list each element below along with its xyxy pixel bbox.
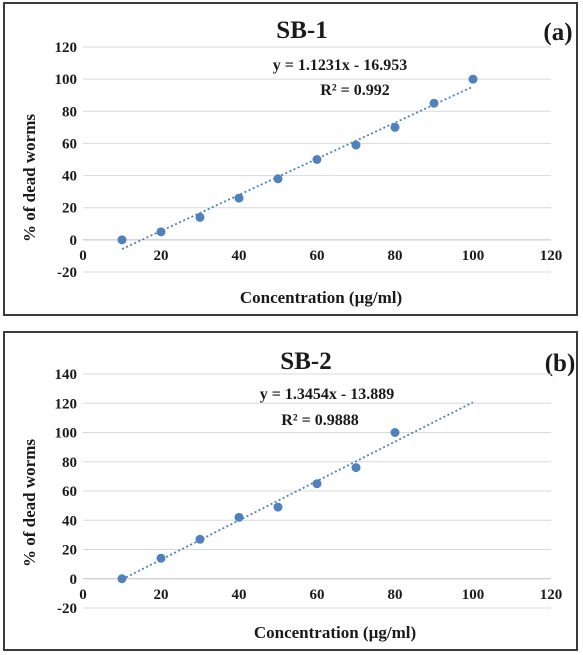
x-tick-label: 80 xyxy=(388,248,403,264)
data-point xyxy=(234,512,244,522)
chart-title: SB-2 xyxy=(280,348,331,375)
data-point xyxy=(156,553,166,563)
x-tick-label: 100 xyxy=(462,587,485,603)
trend-equation: y = 1.3454x - 13.889 xyxy=(260,386,394,403)
y-axis-title: % of dead worms xyxy=(20,114,39,242)
x-tick-label: 20 xyxy=(154,248,169,264)
y-tick-label: 80 xyxy=(62,455,77,471)
x-tick-label: 0 xyxy=(79,587,87,603)
data-point xyxy=(312,479,322,489)
y-tick-label: -20 xyxy=(57,601,77,617)
y-tick-label: 120 xyxy=(55,40,78,56)
trendline xyxy=(121,85,474,250)
data-point xyxy=(312,155,322,164)
panel-label: (b) xyxy=(545,350,576,377)
data-point xyxy=(351,140,361,150)
data-point xyxy=(117,235,127,245)
trend-equation: y = 1.1231x - 16.953 xyxy=(273,57,407,74)
y-tick-label: 40 xyxy=(62,169,77,185)
data-point xyxy=(195,534,205,544)
x-tick-label: 100 xyxy=(462,248,485,264)
y-tick-label: 0 xyxy=(70,572,78,588)
data-point xyxy=(429,98,439,108)
y-tick-label: 40 xyxy=(62,513,77,529)
data-point xyxy=(273,174,283,184)
x-axis-title: Concentration (µg/ml) xyxy=(240,288,402,307)
y-tick-label: 20 xyxy=(62,543,77,559)
y-axis-title: % of dead worms xyxy=(20,439,39,567)
x-tick-label: 0 xyxy=(79,248,87,264)
data-point xyxy=(468,74,478,84)
y-tick-label: -20 xyxy=(57,265,77,281)
y-tick-label: 100 xyxy=(55,72,78,88)
data-point xyxy=(195,212,205,222)
x-axis-title: Concentration (µg/ml) xyxy=(254,623,416,642)
panel-label: (a) xyxy=(543,19,572,46)
data-point xyxy=(156,227,166,237)
data-point xyxy=(390,122,400,132)
chart-panel-sb2: SB-2 (b) y = 1.3454x - 13.889 R² = 0.988… xyxy=(3,331,578,651)
chart-title: SB-1 xyxy=(276,17,327,44)
x-tick-label: 40 xyxy=(232,248,247,264)
y-tick-label: 60 xyxy=(62,484,77,500)
x-tick-label: 80 xyxy=(388,587,403,603)
x-tick-label: 60 xyxy=(310,587,325,603)
data-point xyxy=(273,502,283,512)
y-tick-label: 100 xyxy=(55,426,78,442)
y-tick-label: 20 xyxy=(62,201,77,217)
x-tick-label: 120 xyxy=(540,587,563,603)
data-point xyxy=(117,574,127,584)
x-tick-label: 60 xyxy=(310,248,325,264)
r-squared: R² = 0.9888 xyxy=(281,412,358,429)
y-tick-label: 80 xyxy=(62,104,77,120)
x-tick-label: 120 xyxy=(540,248,563,264)
y-tick-label: 60 xyxy=(62,136,77,152)
y-tick-label: 120 xyxy=(55,396,78,412)
chart-sb1: SB-1 (a) y = 1.1231x - 16.953 R² = 0.992… xyxy=(20,17,573,307)
r-squared: R² = 0.992 xyxy=(320,82,389,99)
x-tick-label: 40 xyxy=(232,587,247,603)
y-tick-label: 140 xyxy=(55,367,78,383)
data-point xyxy=(390,428,400,437)
data-point xyxy=(351,463,361,473)
chart-sb2: SB-2 (b) y = 1.3454x - 13.889 R² = 0.988… xyxy=(20,348,576,642)
chart-panel-sb1: SB-1 (a) y = 1.1231x - 16.953 R² = 0.992… xyxy=(3,2,578,316)
data-point xyxy=(234,193,244,203)
y-tick-label: 0 xyxy=(70,233,78,249)
x-tick-label: 20 xyxy=(154,587,169,603)
